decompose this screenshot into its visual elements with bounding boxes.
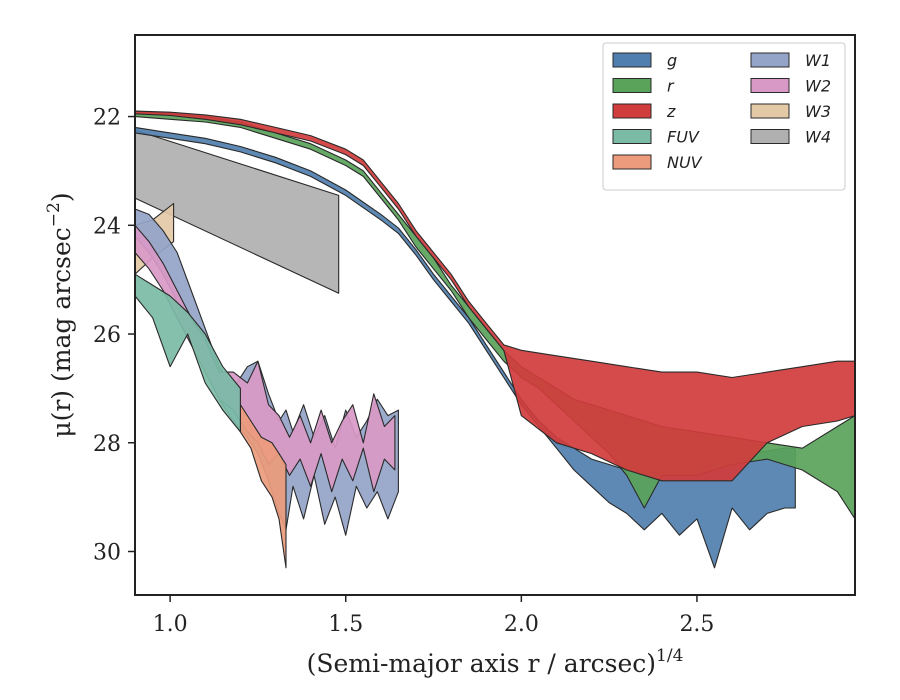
legend-swatch-r <box>612 78 652 93</box>
legend-swatch-fuv <box>612 129 652 144</box>
legend-label-fuv: FUV <box>667 128 700 147</box>
band-g <box>134 126 796 569</box>
legend-label-w4: W4 <box>805 128 831 147</box>
plot-frame <box>134 34 856 596</box>
y-tick-label: 28 <box>93 432 121 457</box>
legend-label-g: g <box>667 51 677 70</box>
y-tick-label: 22 <box>93 106 121 131</box>
y-tick-label: 26 <box>93 323 121 348</box>
legend-swatch-g <box>612 52 652 68</box>
legend-swatch-w3 <box>750 103 790 119</box>
x-axis-title: (Semi-major axis r / arcsec)1/4 <box>307 646 684 678</box>
legend: grz FUV NUV W1 W2 W3 W4 <box>602 42 846 191</box>
y-tick-label: 30 <box>93 541 121 566</box>
legend-label-z: z <box>666 102 676 121</box>
band-fuv <box>134 273 241 433</box>
x-axis: 1.0 1.5 2.0 2.5 <box>153 595 714 637</box>
x-tick-label: 2.0 <box>504 612 539 637</box>
legend-label-w2: W2 <box>805 77 831 96</box>
band-nuv <box>239 404 287 569</box>
x-tick-label: 2.5 <box>679 612 714 637</box>
legend-swatch-w2 <box>750 78 790 93</box>
y-axis: 22 24 26 28 30 <box>93 106 135 566</box>
legend-label-w1: W1 <box>805 51 831 70</box>
profile-bands <box>134 110 856 569</box>
legend-label-nuv: NUV <box>667 153 703 172</box>
x-tick-label: 1.0 <box>153 612 188 637</box>
legend-swatch-w4 <box>750 129 790 144</box>
legend-swatch-w1 <box>750 52 790 68</box>
y-tick-label: 24 <box>93 214 121 239</box>
legend-label-w3: W3 <box>805 102 831 121</box>
legend-swatch-z <box>612 103 652 119</box>
x-tick-label: 1.5 <box>328 612 363 637</box>
legend-label-r: r <box>667 77 675 96</box>
y-axis-title: μ(r) (mag arcsec−2) <box>44 192 76 437</box>
legend-swatch-nuv <box>612 154 652 170</box>
